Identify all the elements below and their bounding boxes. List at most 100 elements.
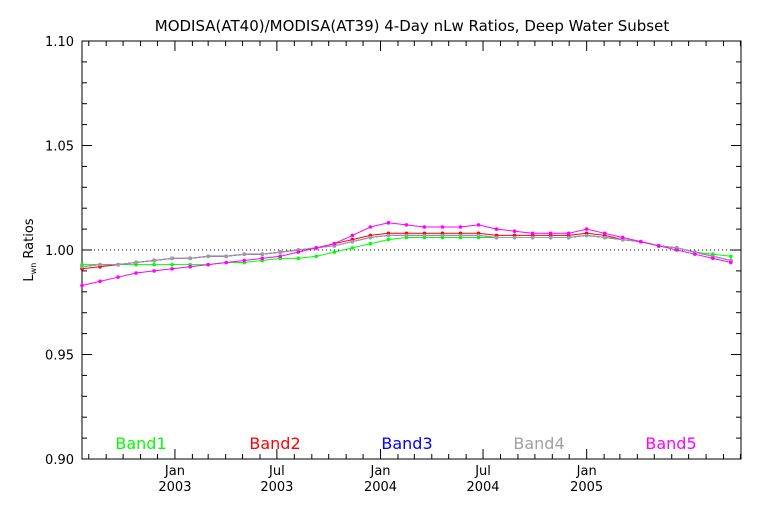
data-point [260, 256, 265, 261]
x-tick-label-month: Jan [164, 464, 185, 479]
legend-entry: Band1 [115, 434, 166, 453]
data-point [314, 246, 319, 250]
data-point [386, 221, 391, 225]
data-point [260, 252, 265, 256]
data-point [242, 252, 247, 256]
data-point [548, 231, 553, 236]
data-point [314, 254, 319, 259]
data-point [711, 256, 715, 261]
data-point [170, 267, 174, 271]
data-point [134, 271, 138, 275]
data-point [458, 233, 463, 238]
data-point [693, 252, 697, 256]
data-point [620, 235, 625, 240]
data-point [548, 235, 553, 240]
data-point [224, 254, 228, 259]
y-tick-label: 1.10 [45, 35, 74, 50]
x-tick-label-month: Jan [369, 464, 390, 479]
data-point [729, 260, 733, 265]
data-point [638, 239, 643, 244]
data-point [242, 258, 247, 263]
data-point [98, 279, 102, 284]
data-point [278, 254, 283, 259]
data-point [296, 256, 301, 261]
series-band5 [80, 221, 733, 288]
data-point [584, 227, 589, 231]
data-point [206, 254, 210, 259]
y-axis-label: Lwn Ratios [22, 218, 38, 281]
data-point [512, 229, 517, 233]
x-tick-label-month: Jul [268, 464, 285, 479]
data-point [296, 250, 301, 254]
data-point [530, 235, 535, 240]
data-point [494, 235, 499, 240]
data-point [206, 262, 210, 267]
y-axis-label-suffix: Ratios [22, 218, 37, 263]
legend-entry: Band5 [645, 434, 696, 453]
data-point [566, 235, 571, 240]
x-tick-label-year: 2003 [158, 480, 191, 495]
data-point [368, 235, 373, 240]
data-point [602, 231, 607, 236]
data-point [170, 256, 174, 261]
data-point [350, 233, 355, 238]
data-point [350, 239, 355, 244]
legend-entry: Band2 [249, 434, 300, 453]
data-point [386, 233, 391, 238]
data-point [494, 227, 499, 231]
x-tick-label-year: 2003 [260, 480, 293, 495]
data-point [278, 250, 283, 254]
y-tick-label: 1.00 [45, 244, 74, 259]
data-point [566, 231, 571, 236]
data-point [422, 233, 427, 238]
x-tick-label-month: Jul [474, 464, 491, 479]
y-axis-ticks: 0.90 0.95 1.00 1.05 1.10 [45, 35, 741, 468]
y-tick-label: 0.95 [45, 349, 74, 364]
data-point [116, 262, 120, 267]
data-point [440, 225, 445, 229]
legend: Band1 Band2 Band3 Band4 Band5 [115, 434, 696, 453]
y-axis-label-subscript: wn [29, 263, 38, 275]
legend-entry: Band3 [381, 434, 432, 453]
data-point [152, 262, 156, 267]
data-point [98, 262, 102, 267]
data-point [152, 258, 156, 263]
data-point [386, 237, 391, 242]
data-point [116, 275, 120, 279]
x-tick-label-year: 2004 [364, 480, 397, 495]
y-tick-label: 1.05 [45, 140, 74, 155]
x-tick-label-year: 2005 [570, 480, 603, 495]
data-point [368, 241, 373, 246]
data-point [332, 250, 337, 254]
y-axis-label-main: L [22, 274, 37, 282]
series-group [80, 221, 733, 288]
data-point [512, 235, 517, 240]
data-point [656, 244, 661, 248]
data-point [584, 233, 589, 238]
data-point [602, 235, 607, 240]
data-point [80, 283, 84, 288]
data-point [332, 241, 337, 246]
x-tick-label-year: 2004 [466, 480, 499, 495]
series-band4 [80, 233, 733, 269]
x-tick-label-month: Jan [576, 464, 597, 479]
data-point [368, 225, 373, 229]
data-point [404, 223, 409, 227]
chart-title: MODISA(AT40)/MODISA(AT39) 4-Day nLw Rati… [155, 17, 670, 35]
data-point [440, 233, 445, 238]
data-point [350, 246, 355, 250]
data-point [134, 260, 138, 265]
data-point [458, 225, 463, 229]
data-point [674, 248, 679, 252]
data-point [476, 233, 481, 238]
data-point [170, 262, 174, 267]
y-tick-label: 0.90 [45, 453, 74, 468]
data-point [422, 225, 427, 229]
data-point [188, 264, 192, 269]
data-point [729, 254, 733, 259]
data-point [188, 256, 192, 261]
data-point [476, 223, 481, 227]
legend-entry: Band4 [513, 434, 564, 453]
